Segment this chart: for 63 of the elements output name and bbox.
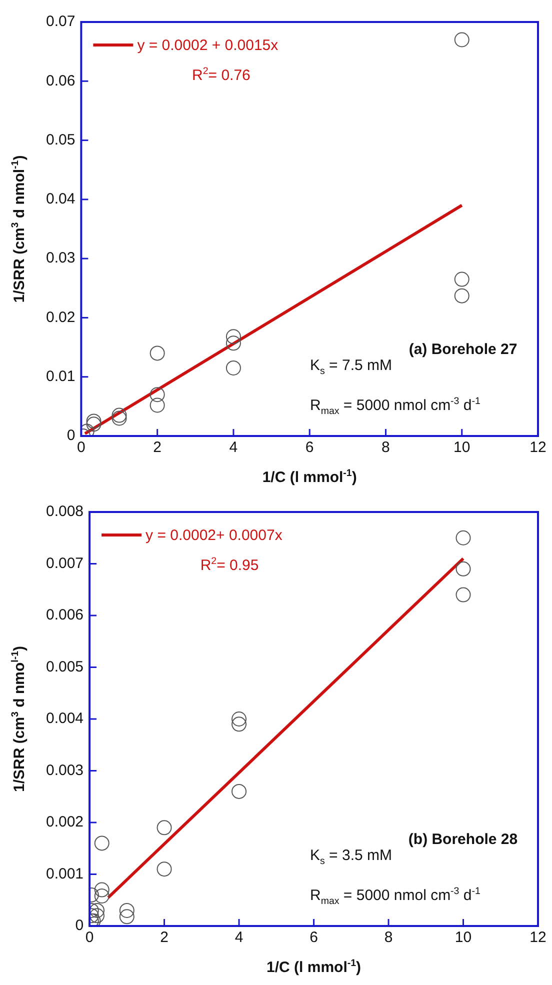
x-tick-label: 2 — [160, 929, 168, 946]
x-tick-label: 10 — [454, 929, 472, 946]
y-tick-label: 0.05 — [46, 131, 76, 148]
y-axis-title: 1/SRR (cm3 d nmol-1) — [10, 155, 28, 303]
point — [456, 587, 471, 602]
legend-label: y = 0.0002+ 0.0007x — [146, 527, 283, 544]
point — [150, 346, 165, 361]
point — [456, 530, 471, 546]
y-axis-title: 1/SRR (cm3 d nmol-1) — [10, 646, 28, 792]
point — [94, 882, 110, 898]
point — [86, 414, 102, 429]
y-tick-label: 0.07 — [46, 13, 76, 30]
y-tick-label: 0.04 — [46, 190, 76, 208]
point — [232, 716, 247, 732]
point — [112, 408, 127, 423]
y-tick-label: 0.002 — [46, 814, 84, 831]
y-tick-label: 0 — [66, 427, 76, 444]
y-tick-label: 0.005 — [46, 658, 84, 676]
legend-label: y = 0.0002 + 0.0015x — [137, 37, 279, 54]
point — [226, 360, 241, 376]
x-tick-label: 12 — [530, 929, 546, 946]
y-tick-label: 0.003 — [46, 762, 84, 779]
y-tick-label: 0.02 — [46, 308, 76, 326]
point — [232, 712, 247, 726]
x-tick-label: 6 — [310, 929, 318, 946]
y-tick-label: 0.001 — [46, 865, 84, 882]
y-tick-label: 0.008 — [46, 503, 84, 520]
x-tick-label: 6 — [305, 439, 314, 456]
x-tick-label: 10 — [454, 439, 470, 456]
point — [119, 902, 134, 918]
point — [94, 836, 110, 851]
y-tick-label: 0.03 — [46, 250, 76, 267]
point — [112, 410, 127, 426]
point — [454, 32, 470, 48]
point — [226, 336, 241, 351]
point — [119, 909, 134, 924]
y-tick-label: 0 — [75, 917, 84, 934]
x-tick-label: 4 — [229, 439, 238, 456]
point — [90, 908, 105, 924]
point — [94, 888, 110, 904]
point — [86, 416, 102, 432]
point — [232, 784, 247, 799]
point — [454, 272, 470, 287]
x-tick-label: 2 — [153, 439, 162, 456]
y-tick-label: 0.06 — [46, 72, 76, 90]
point — [156, 862, 172, 877]
point — [226, 329, 241, 344]
annotation: (b) Borehole 28 — [408, 831, 518, 848]
x-tick-label: 4 — [234, 929, 244, 946]
annotation: (a) Borehole 27 — [408, 341, 518, 358]
point — [156, 820, 172, 836]
point — [90, 902, 105, 918]
y-tick-label: 0.006 — [46, 606, 84, 624]
point — [150, 387, 165, 402]
x-tick-label: 8 — [384, 929, 393, 946]
x-tick-label: 12 — [530, 439, 546, 456]
point — [150, 398, 165, 413]
x-tick-label: 8 — [382, 439, 390, 456]
y-tick-label: 0.007 — [46, 554, 84, 572]
y-tick-label: 0.004 — [46, 710, 84, 728]
point — [456, 561, 471, 576]
y-tick-label: 0.01 — [46, 368, 76, 385]
point — [454, 288, 470, 304]
